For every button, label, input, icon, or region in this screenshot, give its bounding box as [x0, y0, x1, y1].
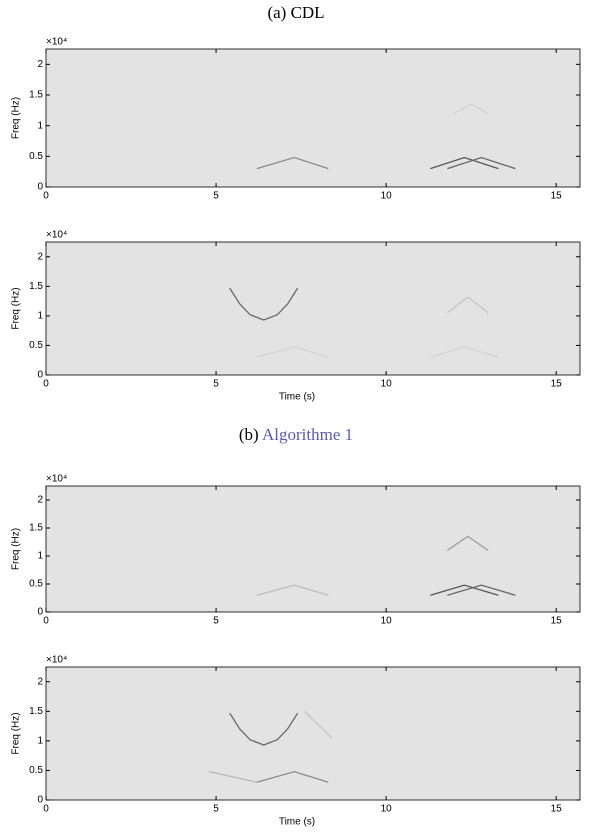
x-tick-label: 5 — [213, 379, 219, 390]
x-tick-label: 0 — [43, 191, 49, 202]
caption: (a) CDL — [267, 3, 324, 22]
plot-background — [46, 49, 580, 187]
axes-box — [45, 666, 581, 801]
axes-box — [45, 485, 581, 613]
x-tick-label: 15 — [551, 616, 563, 627]
y-tick-label: 0 — [37, 795, 43, 806]
spectral-line — [446, 296, 489, 314]
spectral-line — [256, 770, 329, 783]
y-tick-label: 0.5 — [29, 579, 43, 590]
y-tick-label: 2 — [37, 251, 43, 262]
y-tick-label: 1.5 — [29, 90, 43, 101]
x-tick-label: 5 — [213, 804, 219, 815]
axes-box — [45, 241, 581, 376]
spectral-line — [453, 103, 489, 114]
y-tick-label: 0.5 — [29, 765, 43, 776]
plot-background — [46, 242, 580, 375]
spectral-line — [447, 156, 516, 170]
x-tick-label: 15 — [551, 804, 563, 815]
x-tick-label: 5 — [213, 191, 219, 202]
y-axis-label: Freq (Hz) — [11, 528, 22, 570]
y-exponent: ×10⁴ — [46, 230, 67, 241]
y-axis-label: Freq (Hz) — [11, 97, 22, 139]
spectral-line — [430, 345, 499, 358]
x-tick-label: 5 — [213, 616, 219, 627]
axes-box — [45, 48, 581, 188]
caption-label: CDL — [291, 3, 325, 22]
y-tick-label: 2 — [37, 676, 43, 687]
spectral-line — [430, 584, 499, 596]
spectral-line — [256, 156, 329, 170]
y-tick-label: 0.5 — [29, 151, 43, 162]
y-tick-label: 1.5 — [29, 281, 43, 292]
x-axis-label: Time (s) — [279, 817, 315, 828]
spectral-line — [229, 712, 299, 746]
spectral-line — [229, 287, 299, 321]
x-tick-label: 15 — [551, 379, 563, 390]
x-tick-label: 0 — [43, 616, 49, 627]
y-tick-label: 2 — [37, 495, 43, 506]
y-axis-label: Freq (Hz) — [11, 287, 22, 329]
x-tick-label: 10 — [381, 616, 393, 627]
y-tick-label: 1 — [37, 736, 43, 747]
spectral-line — [256, 584, 329, 596]
caption-prefix: (b) — [239, 425, 259, 444]
y-tick-label: 0 — [37, 182, 43, 193]
y-tick-label: 2 — [37, 59, 43, 70]
y-axis-label: Freq (Hz) — [11, 712, 22, 754]
y-tick-label: 0 — [37, 607, 43, 618]
y-tick-label: 1 — [37, 311, 43, 322]
y-tick-label: 0 — [37, 370, 43, 381]
spectral-line — [256, 345, 329, 358]
plot-background — [46, 486, 580, 612]
y-exponent: ×10⁴ — [46, 37, 67, 48]
y-tick-label: 1.5 — [29, 523, 43, 534]
spectral-line — [446, 535, 489, 551]
caption-prefix: (a) — [267, 3, 286, 22]
caption: (b) Algorithme 1 — [239, 425, 353, 444]
spectral-line — [209, 770, 258, 783]
x-tick-label: 0 — [43, 804, 49, 815]
x-tick-label: 0 — [43, 379, 49, 390]
y-exponent: ×10⁴ — [46, 474, 67, 485]
x-tick-label: 10 — [381, 804, 393, 815]
y-tick-label: 1.5 — [29, 706, 43, 717]
spectral-line — [447, 584, 516, 596]
x-axis-label: Time (s) — [279, 392, 315, 403]
y-tick-label: 1 — [37, 551, 43, 562]
x-tick-label: 10 — [381, 191, 393, 202]
caption-label: Algorithme 1 — [262, 425, 353, 444]
y-tick-label: 1 — [37, 120, 43, 131]
y-exponent: ×10⁴ — [46, 655, 67, 666]
spectral-line — [304, 710, 333, 739]
plot-background — [46, 667, 580, 800]
y-tick-label: 0.5 — [29, 340, 43, 351]
spectral-line — [430, 156, 499, 170]
x-tick-label: 10 — [381, 379, 393, 390]
x-tick-label: 15 — [551, 191, 563, 202]
